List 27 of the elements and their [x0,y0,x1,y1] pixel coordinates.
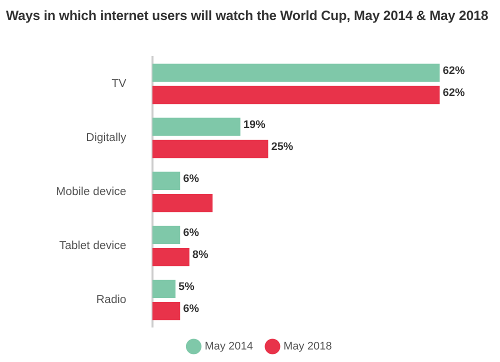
legend-label: May 2018 [284,340,332,353]
bar [152,248,190,266]
data-label: 6% [183,172,200,185]
bar [152,118,240,136]
bar [152,64,440,82]
bar [152,194,213,212]
bar [152,280,176,298]
y-tick-label: Tablet device [59,240,126,252]
data-label: 62% [442,64,465,77]
bar [152,302,180,320]
data-label: 5% [178,280,195,293]
bar [152,140,268,158]
bar [152,226,180,244]
data-label: 62% [442,87,465,100]
data-label: 25% [271,141,294,154]
y-tick-label: Radio [96,294,126,306]
chart-title: Ways in which internet users will watch the World Cup, May 2014 & May 2018 [6,8,488,23]
y-tick-label: Digitally [86,132,127,144]
bar [152,172,180,190]
data-label: 6% [183,226,200,239]
bar [152,86,440,104]
data-label: 6% [183,303,200,316]
y-tick-label: TV [112,78,127,90]
y-tick-label: Mobile device [56,186,126,198]
legend-label: May 2014 [204,340,254,353]
data-label: 19% [243,118,266,131]
data-label: 8% [192,249,209,262]
